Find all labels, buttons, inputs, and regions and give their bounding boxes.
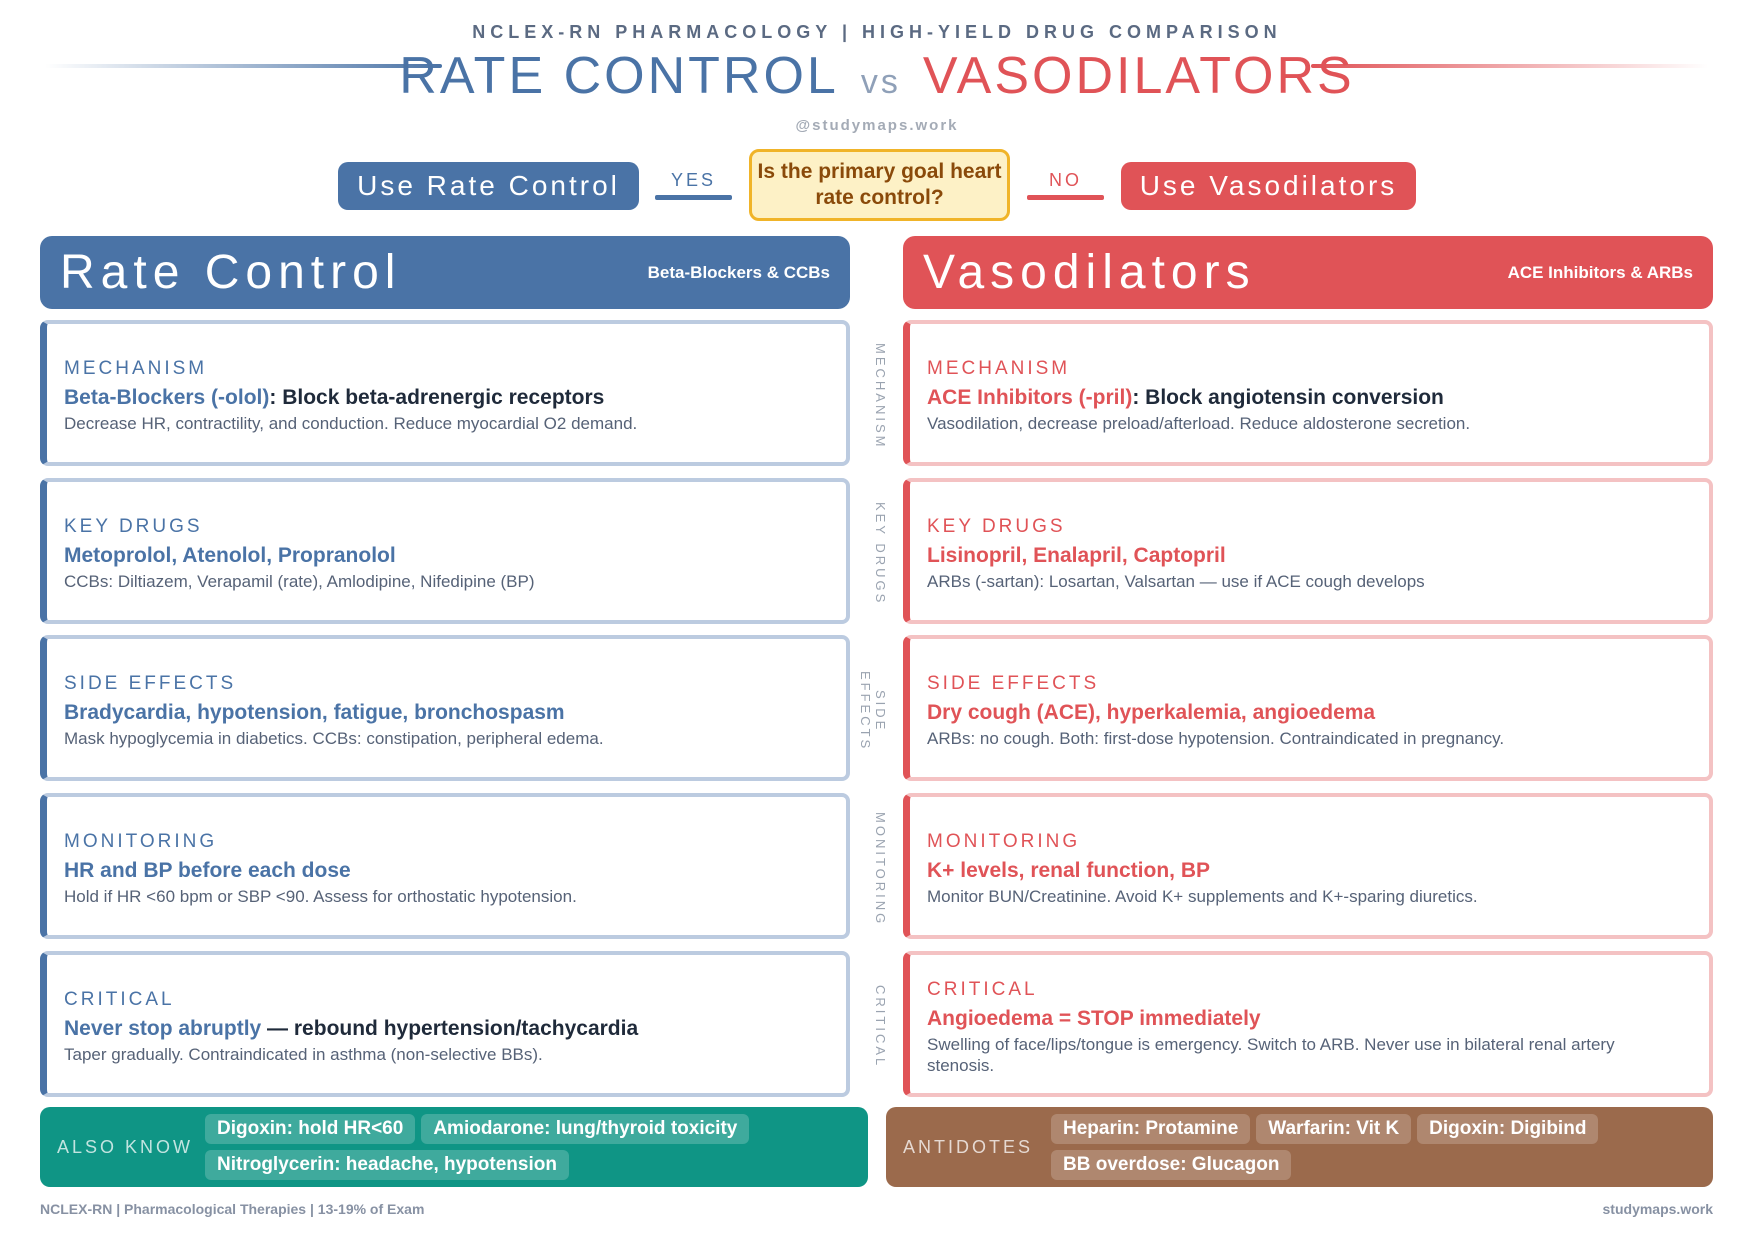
left-card-key-drugs: KEY DRUGS Metoprolol, Atenolol, Proprano… [40, 478, 850, 624]
card-emphasis: Dry cough (ACE), hyperkalemia, angioedem… [927, 701, 1376, 724]
card-label: SIDE EFFECTS [64, 673, 237, 694]
right-card-side-effects: SIDE EFFECTS Dry cough (ACE), hyperkalem… [903, 635, 1713, 781]
vasodilators-header: Vasodilators ACE Inhibitors & ARBs [903, 236, 1713, 309]
card-detail: Vasodilation, decrease preload/afterload… [927, 414, 1471, 433]
card-headline: Dry cough (ACE), hyperkalemia, angioedem… [927, 701, 1709, 725]
rate-control-header: Rate Control Beta-Blockers & CCBs [40, 236, 850, 309]
card-label: SIDE EFFECTS [927, 673, 1100, 694]
card-headline: ACE Inhibitors (-pril): Block angiotensi… [927, 386, 1709, 410]
card-detail: Monitor BUN/Creatinine. Avoid K+ supplem… [927, 887, 1478, 906]
title-left: RATE CONTROL [399, 47, 839, 105]
footer-left: NCLEX-RN | Pharmacological Therapies | 1… [40, 1201, 425, 1217]
antidotes-title: ANTIDOTES [903, 1136, 1034, 1157]
no-label: NO [1049, 170, 1082, 190]
card-headline: Bradycardia, hypotension, fatigue, bronc… [64, 701, 846, 725]
card-emphasis: Never stop abruptly [64, 1017, 262, 1040]
vasodilators-subtitle: ACE Inhibitors & ARBs [1507, 262, 1693, 282]
rate-control-title: Rate Control [60, 246, 402, 299]
card-emphasis: K+ levels, renal function, BP [927, 859, 1210, 882]
card-label: MECHANISM [64, 358, 208, 379]
card-label: MECHANISM [927, 358, 1071, 379]
card-label: MONITORING [927, 831, 1081, 852]
right-card-critical: CRITICAL Angioedema = STOP immediately S… [903, 951, 1713, 1097]
card-detail: Swelling of face/lips/tongue is emergenc… [927, 1035, 1615, 1075]
card-label: CRITICAL [927, 979, 1038, 1000]
card-headline-rest: : Block beta-adrenergic receptors [269, 386, 605, 409]
right-card-monitoring: MONITORING K+ levels, renal function, BP… [903, 793, 1713, 939]
card-emphasis: Angioedema = STOP immediately [927, 1007, 1261, 1030]
title-right: VASODILATORS [922, 47, 1355, 105]
side-label: MONITORING [873, 811, 888, 927]
card-detail: Hold if HR <60 bpm or SBP <90. Assess fo… [64, 887, 577, 906]
card-headline-rest: : Block angiotensin conversion [1132, 386, 1444, 409]
card-label: MONITORING [64, 831, 218, 852]
card-headline: HR and BP before each dose [64, 859, 846, 883]
antidote-chip: Warfarin: Vit K [1256, 1114, 1412, 1144]
side-label: SIDE EFFECTS [858, 670, 888, 752]
card-emphasis: Metoprolol, Atenolol, Propranolol [64, 544, 396, 567]
card-detail: Mask hypoglycemia in diabetics. CCBs: co… [64, 729, 604, 748]
yes-connector [655, 195, 732, 200]
left-card-monitoring: MONITORING HR and BP before each dose Ho… [40, 793, 850, 939]
right-card-key-drugs: KEY DRUGS Lisinopril, Enalapril, Captopr… [903, 478, 1713, 624]
page-subtitle: NCLEX-RN PHARMACOLOGY | HIGH-YIELD DRUG … [472, 22, 1282, 42]
decision-question: Is the primary goal heart rate control? [749, 149, 1010, 221]
also-know-title: ALSO KNOW [57, 1136, 194, 1157]
card-headline: Angioedema = STOP immediately [927, 1007, 1709, 1031]
title-vs: vs [860, 63, 901, 101]
right-card-mechanism: MECHANISM ACE Inhibitors (-pril): Block … [903, 320, 1713, 466]
side-label: KEY DRUGS [873, 502, 888, 606]
left-card-side-effects: SIDE EFFECTS Bradycardia, hypotension, f… [40, 635, 850, 781]
card-emphasis: Beta-Blockers (-olol) [64, 386, 270, 409]
card-detail: Decrease HR, contractility, and conducti… [64, 414, 638, 433]
antidote-chip: Digoxin: Digibind [1417, 1114, 1599, 1144]
card-label: KEY DRUGS [64, 516, 203, 537]
antidote-chip: Heparin: Protamine [1051, 1114, 1251, 1144]
rate-control-subtitle: Beta-Blockers & CCBs [647, 262, 830, 282]
no-connector [1027, 195, 1104, 200]
page-title: RATE CONTROL vs VASODILATORS [0, 46, 1754, 112]
card-emphasis: Lisinopril, Enalapril, Captopril [927, 544, 1226, 567]
card-emphasis: Bradycardia, hypotension, fatigue, bronc… [64, 701, 565, 724]
card-label: KEY DRUGS [927, 516, 1066, 537]
title-rule-right [1311, 64, 1708, 68]
watermark-handle: @studymaps.work [795, 117, 959, 134]
card-detail: CCBs: Diltiazem, Verapamil (rate), Amlod… [64, 572, 535, 591]
card-detail: ARBs: no cough. Both: first-dose hypoten… [927, 729, 1505, 748]
also-know-bar: ALSO KNOW Digoxin: hold HR<60 Amiodarone:… [40, 1107, 868, 1187]
card-headline: Lisinopril, Enalapril, Captopril [927, 544, 1709, 568]
card-headline: Beta-Blockers (-olol): Block beta-adrene… [64, 386, 846, 410]
side-label: CRITICAL [873, 985, 888, 1069]
also-know-chip: Nitroglycerin: headache, hypotension [205, 1150, 569, 1180]
side-label: MECHANISM [873, 342, 888, 450]
antidotes-bar: ANTIDOTES Heparin: Protamine Warfarin: Vi… [886, 1107, 1713, 1187]
card-headline: Never stop abruptly — rebound hypertensi… [64, 1017, 846, 1041]
vasodilators-title: Vasodilators [923, 246, 1256, 299]
also-know-chip: Digoxin: hold HR<60 [205, 1114, 416, 1144]
card-headline-rest: — rebound hypertension/tachycardia [261, 1017, 639, 1040]
antidote-chip: BB overdose: Glucagon [1051, 1150, 1292, 1180]
card-detail: ARBs (-sartan): Losartan, Valsartan — us… [927, 572, 1425, 591]
card-emphasis: ACE Inhibitors (-pril) [927, 386, 1133, 409]
use-vasodilators-button[interactable]: Use Vasodilators [1121, 162, 1416, 210]
title-rule-left [45, 64, 442, 68]
left-card-mechanism: MECHANISM Beta-Blockers (-olol): Block b… [40, 320, 850, 466]
card-headline: Metoprolol, Atenolol, Propranolol [64, 544, 846, 568]
yes-label: YES [670, 170, 717, 190]
card-emphasis: HR and BP before each dose [64, 859, 351, 882]
footer-right: studymaps.work [1602, 1201, 1713, 1217]
card-headline: K+ levels, renal function, BP [927, 859, 1709, 883]
card-label: CRITICAL [64, 989, 175, 1010]
left-card-critical: CRITICAL Never stop abruptly — rebound h… [40, 951, 850, 1097]
also-know-chip: Amiodarone: lung/thyroid toxicity [421, 1114, 750, 1144]
card-detail: Taper gradually. Contraindicated in asth… [64, 1045, 543, 1064]
use-rate-control-button[interactable]: Use Rate Control [338, 162, 639, 210]
